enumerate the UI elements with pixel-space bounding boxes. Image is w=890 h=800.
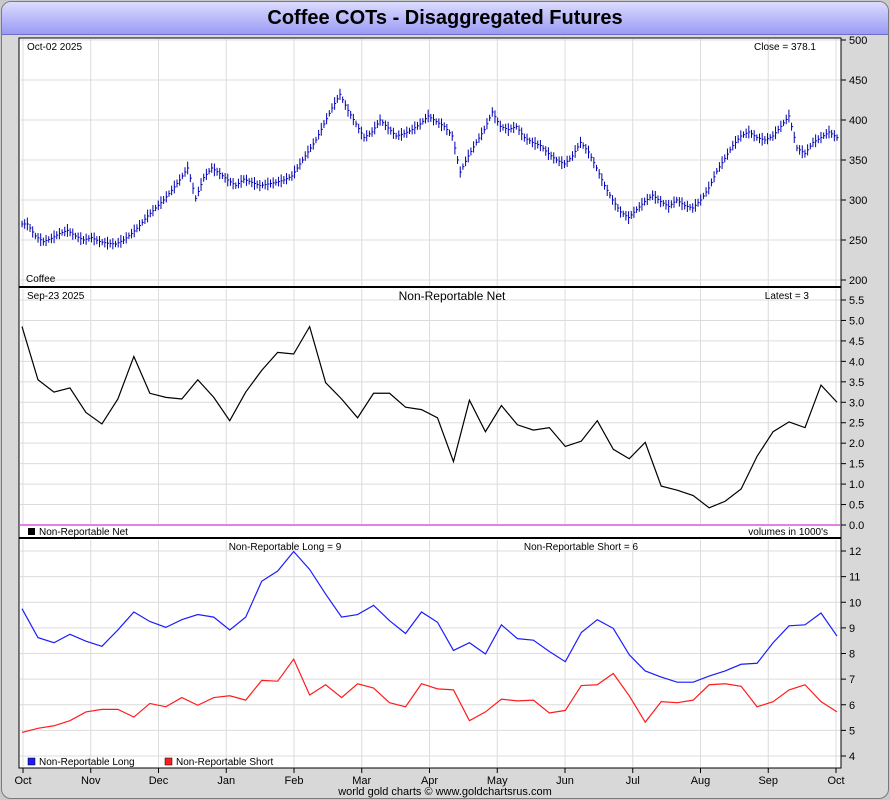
y-tick-label: 6 <box>849 700 855 712</box>
short-legend-label: Non-Reportable Short <box>176 757 273 768</box>
price-date-label: Oct-02 2025 <box>27 42 82 53</box>
long-legend-label: Non-Reportable Long <box>39 757 135 768</box>
y-tick-label: 3.5 <box>849 377 864 389</box>
y-tick-label: 7 <box>849 674 855 686</box>
y-tick-label: 4.0 <box>849 356 864 368</box>
y-tick-label: 12 <box>849 546 861 558</box>
x-tick-label: Dec <box>149 775 169 787</box>
net-series-line <box>21 325 838 509</box>
y-tick-label: 1.5 <box>849 459 864 471</box>
y-tick-label: 350 <box>849 155 867 167</box>
y-tick-label: 5 <box>849 725 855 737</box>
x-tick-label: Sep <box>758 775 778 787</box>
y-tick-label: 5.5 <box>849 295 864 307</box>
y-tick-label: 4.5 <box>849 336 864 348</box>
y-tick-label: 500 <box>849 35 867 47</box>
x-tick-label: Feb <box>285 775 304 787</box>
x-tick-label: Nov <box>81 775 101 787</box>
y-tick-label: 8 <box>849 649 855 661</box>
units-label: volumes in 1000's <box>748 527 828 538</box>
y-tick-label: 400 <box>849 115 867 127</box>
short-series-line <box>21 657 838 734</box>
y-tick-label: 5.0 <box>849 315 864 327</box>
net-legend-label: Non-Reportable Net <box>39 527 128 538</box>
y-tick-label: 4 <box>849 751 855 763</box>
x-axis: Oct Nov Dec Jan Feb Mar Apr May Jun Jul Aug Sep Oct <box>14 768 845 787</box>
y-tick-label: 10 <box>849 597 861 609</box>
x-tick-label: Aug <box>691 775 711 787</box>
short-header-label: Non-Reportable Short = 6 <box>524 542 639 553</box>
price-close-label: Close = 378.1 <box>754 42 816 53</box>
x-tick-label: Jun <box>556 775 574 787</box>
x-tick-label: May <box>487 775 508 787</box>
y-tick-label: 0.0 <box>849 520 864 532</box>
y-tick-label: 200 <box>849 275 867 287</box>
y-tick-label: 300 <box>849 195 867 207</box>
y-tick-label: 0.5 <box>849 500 864 512</box>
page-title: Coffee COTs - Disaggregated Futures <box>267 6 623 29</box>
y-tick-label: 2.5 <box>849 418 864 430</box>
x-tick-label: Apr <box>421 775 438 787</box>
price-series-label: Coffee <box>26 274 56 285</box>
y-tick-label: 11 <box>849 572 860 584</box>
net-panel-title: Non-Reportable Net <box>399 289 506 303</box>
short-legend-swatch <box>164 757 173 766</box>
net-date-label: Sep-23 2025 <box>27 291 85 302</box>
y-tick-label: 250 <box>849 235 867 247</box>
y-tick-label: 9 <box>849 623 855 635</box>
net-legend-swatch <box>28 528 35 535</box>
y-tick-label: 2.0 <box>849 438 864 450</box>
long-short-panel: Non-Reportable Long = 9 Non-Reportable S… <box>21 542 838 768</box>
long-header-label: Non-Reportable Long = 9 <box>229 542 342 553</box>
title-bar: Coffee COTs - Disaggregated Futures <box>2 2 888 35</box>
y-tick-label: 3.0 <box>849 397 864 409</box>
credit-text: world gold charts © www.goldchartsrus.co… <box>338 786 552 798</box>
x-tick-label: Oct <box>827 775 844 787</box>
x-tick-label: Oct <box>14 775 31 787</box>
price-panel: Oct-02 2025 Close = 378.1 Coffee <box>21 42 839 285</box>
net-panel: Sep-23 2025 Non-Reportable Net Latest = … <box>20 289 840 538</box>
x-tick-label: Jul <box>626 775 640 787</box>
net-layer <box>21 325 838 509</box>
long-short-layer <box>21 550 838 734</box>
y-tick-label: 1.0 <box>849 479 864 491</box>
long-legend-swatch <box>27 757 36 766</box>
axis-layer: 200 250 300 350 400 450 500 0.0 0.5 1.0 1.5 2.0 2.5 3… <box>841 35 867 763</box>
y-tick-label: 450 <box>849 75 867 87</box>
x-tick-label: Mar <box>352 775 371 787</box>
grid-layer <box>20 39 840 767</box>
x-tick-label: Jan <box>217 775 235 787</box>
net-latest-label: Latest = 3 <box>765 291 810 302</box>
long-series-line <box>21 550 838 683</box>
price-bars <box>21 88 839 250</box>
